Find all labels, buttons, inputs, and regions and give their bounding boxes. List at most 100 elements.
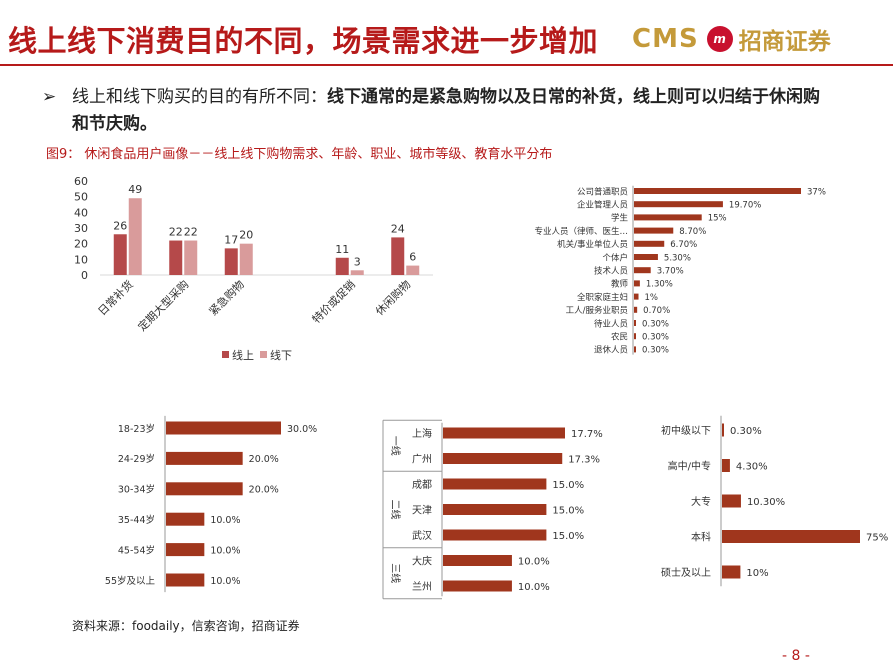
education-data-label: 10.30% (747, 497, 785, 508)
occupation-data-label: 37% (807, 187, 826, 197)
occupation-bar (634, 293, 639, 300)
occupation-category-label: 待业人员 (594, 318, 628, 329)
occupation-bar (634, 280, 640, 287)
header-divider (0, 64, 893, 66)
occupation-data-label: 0.30% (642, 346, 669, 356)
city-category-label: 天津 (412, 505, 432, 517)
occupation-bar (634, 254, 658, 260)
occupation-category-label: 个体户 (602, 252, 628, 263)
purpose-data-label: 6 (409, 251, 416, 264)
age-data-label: 20.0% (249, 485, 279, 496)
city-data-label: 10.0% (518, 582, 550, 593)
purpose-data-label: 11 (335, 243, 349, 256)
occupation-bar (634, 201, 723, 208)
occupation-category-label: 教师 (611, 279, 629, 290)
age-bar (166, 573, 205, 587)
occupation-category-label: 全职家庭主妇 (577, 292, 628, 303)
city-category-label: 成都 (412, 479, 432, 491)
city-category-label: 武汉 (412, 529, 432, 542)
occupation-data-label: 8.70% (679, 227, 706, 237)
age-data-label: 10.0% (210, 515, 240, 526)
purpose-data-label: 24 (391, 222, 405, 235)
city-group-label: 二线 (389, 500, 402, 520)
purpose-bar (406, 265, 420, 275)
purpose-legend-label: 线下 (270, 348, 292, 362)
city-bar (443, 504, 547, 515)
city-category-label: 兰州 (412, 580, 432, 593)
city-bar (443, 478, 547, 490)
education-category-label: 大专 (691, 495, 711, 508)
purpose-bar (128, 198, 142, 275)
page-title: 线上线下消费目的不同，场景需求进一步增加 (8, 24, 599, 58)
purpose-bar (224, 248, 238, 275)
occupation-bar (634, 320, 636, 326)
occupation-bar (634, 214, 702, 221)
occupation-data-label: 0.30% (642, 332, 669, 342)
occupation-data-label: 1% (645, 293, 659, 303)
occupation-bar (634, 267, 651, 274)
education-category-label: 硕士及以上 (661, 566, 711, 579)
purpose-data-label: 26 (113, 219, 127, 232)
education-bar (722, 530, 860, 543)
purpose-bar (350, 270, 364, 275)
purpose-bar (113, 234, 127, 275)
occupation-data-label: 0.70% (643, 306, 670, 316)
age-bar (166, 482, 243, 496)
age-category-label: 35-44岁 (118, 514, 155, 526)
education-bar (722, 565, 741, 579)
city-data-label: 15.0% (552, 506, 584, 517)
brand-cms-text: CMS (632, 24, 699, 54)
brand-logo: CMS m 招商证券 (632, 22, 831, 56)
occupation-data-label: 15% (708, 214, 727, 224)
occupation-data-label: 3.70% (657, 266, 684, 276)
occupation-bar (634, 227, 674, 234)
occupation-data-label: 5.30% (664, 253, 691, 263)
age-bar (166, 512, 205, 526)
bullet-text-plain: 线上和线下购买的目的有所不同： (72, 87, 327, 107)
occupation-data-label: 0.30% (642, 319, 669, 329)
age-category-label: 45-54岁 (118, 544, 155, 556)
purpose-y-tick-label: 60 (74, 175, 88, 188)
occupation-category-label: 退休人员 (594, 345, 628, 356)
age-bar (166, 421, 281, 435)
city-bar (443, 555, 512, 566)
brand-emblem-icon: m (706, 26, 733, 52)
purpose-bar (169, 240, 183, 275)
bullet-text: 线上和线下购买的目的有所不同：线下通常的是紧急购物以及日常的补货，线上则可以归结… (72, 84, 832, 138)
purpose-data-label: 22 (169, 226, 183, 239)
purpose-y-tick-label: 30 (74, 222, 88, 235)
occupation-bar (634, 333, 636, 340)
age-data-label: 10.0% (210, 576, 240, 587)
occupation-category-label: 技术人员 (594, 265, 628, 276)
brand-name: 招商证券 (738, 28, 831, 55)
bullet-text-bold: 线下通常的是紧急购物以及日常的补货，线上则可以归结于休闲购和节庆购。 (72, 87, 820, 134)
purpose-y-tick-label: 20 (74, 238, 88, 251)
city-group-label: 三线 (389, 563, 402, 583)
city-bar (443, 580, 512, 592)
arrow-bullet-icon: ➢ (42, 87, 57, 107)
city-bar (443, 453, 563, 464)
occupation-bar (634, 346, 636, 353)
education-category-label: 高中/中专 (668, 460, 711, 473)
education-bar (722, 423, 724, 437)
age-category-label: 55岁及以上 (105, 575, 156, 587)
age-bar (166, 451, 243, 465)
age-category-label: 24-29岁 (118, 453, 155, 465)
education-bar (722, 494, 741, 508)
age-category-label: 18-23岁 (118, 423, 155, 435)
purpose-bar (184, 240, 198, 275)
occupation-category-label: 学生 (611, 213, 629, 224)
city-data-label: 17.7% (571, 429, 603, 440)
education-data-label: 0.30% (730, 426, 762, 437)
education-data-label: 75% (866, 533, 888, 544)
purpose-bar (239, 243, 253, 275)
occupation-category-label: 机关/事业单位人员 (557, 239, 628, 250)
city-category-label: 大庆 (412, 555, 432, 568)
occupation-data-label: 6.70% (670, 240, 697, 250)
purpose-data-label: 20 (239, 229, 253, 242)
occupation-category-label: 工人/服务业职员 (566, 305, 628, 316)
